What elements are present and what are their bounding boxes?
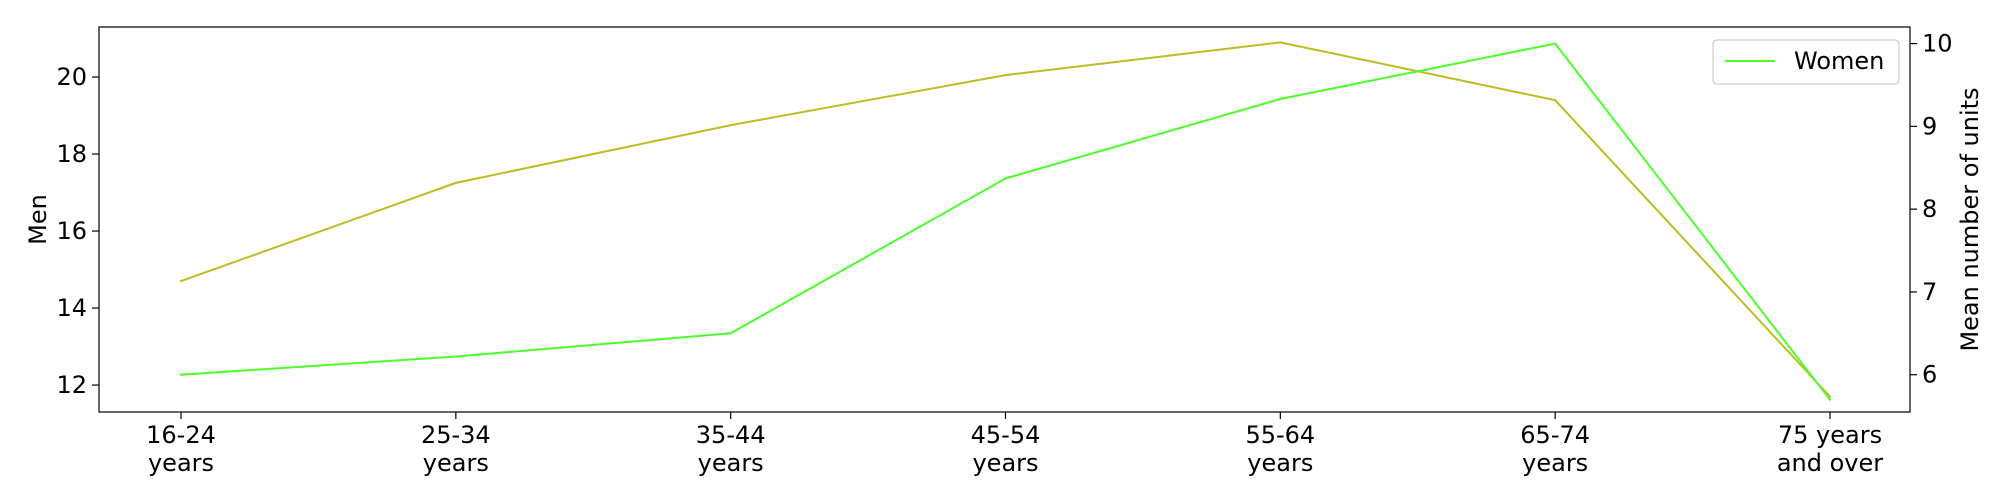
data-point-men [729,124,732,127]
series-layer [179,41,1832,401]
left-y-tick-label: 20 [56,63,87,91]
x-tick-label: 65-74 [1520,421,1590,449]
right-y-tick-label: 7 [1922,278,1937,306]
x-tick-label: years [423,449,489,477]
x-tick-label: years [1522,449,1588,477]
x-tick-label: 25-34 [421,421,491,449]
left-y-tick-label: 12 [56,371,87,399]
x-axis: 16-24years25-34years35-44years45-54years… [146,412,1883,477]
legend: Women [1712,39,1900,85]
data-point-men [179,279,183,283]
plot-area [98,26,1911,413]
x-tick-label: years [1247,449,1313,477]
data-point-men [1279,41,1282,44]
x-tick-label: 35-44 [696,421,766,449]
legend-box [1712,39,1900,85]
left-y-tick-label: 14 [56,294,87,322]
x-tick-label: 75 years [1778,421,1882,449]
x-tick-label: years [972,449,1038,477]
legend-label-women: Women [1794,47,1884,75]
data-point-women [179,373,183,376]
x-tick-label: 16-24 [146,421,216,449]
data-point-men [1554,99,1557,102]
data-point-women [454,355,457,358]
right-y-tick-label: 9 [1922,112,1937,140]
right-y-tick-label: 8 [1922,195,1937,223]
data-point-women [729,332,732,335]
data-point-women [1004,177,1007,180]
data-point-men [1004,73,1007,77]
data-point-women [1828,398,1832,401]
x-tick-label: 55-64 [1245,421,1315,449]
left-y-tick-label: 16 [56,217,87,245]
right-y-tick-label: 10 [1922,30,1953,58]
data-point-women [1279,97,1282,101]
right-y-axis: 6 7 8 9 10 [1910,30,1953,389]
data-point-men [454,181,457,185]
x-tick-label: years [698,449,764,477]
left-y-tick-label: 18 [56,140,87,168]
data-point-women [1554,42,1557,45]
x-tick-label: years [148,449,214,477]
x-tick-label: and over [1777,449,1883,477]
x-tick-label: 45-54 [971,421,1041,449]
left-axis-title: Men [24,194,52,245]
left-y-axis: 12 14 16 18 20 [56,63,99,399]
right-y-tick-label: 6 [1922,361,1937,389]
right-axis-title: Mean number of units [1956,87,1984,351]
